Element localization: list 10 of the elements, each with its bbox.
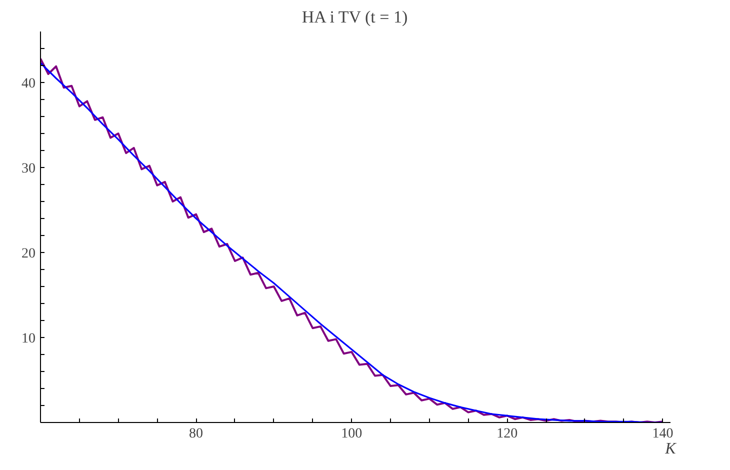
y-tick-label: 30 [22, 162, 36, 176]
y-tick-label: 10 [22, 332, 36, 346]
y-tick-label: 40 [22, 76, 36, 92]
chart-title: HA i TV (t = 1) [302, 8, 408, 26]
x-tick-label: 120 [496, 426, 518, 442]
x-tick-label: 100 [341, 426, 362, 442]
x-tick-label: 80 [189, 426, 204, 442]
x-tick-label: 140 [652, 426, 674, 442]
y-tick-label: 20 [22, 246, 36, 262]
x-axis-title: K [664, 440, 678, 458]
